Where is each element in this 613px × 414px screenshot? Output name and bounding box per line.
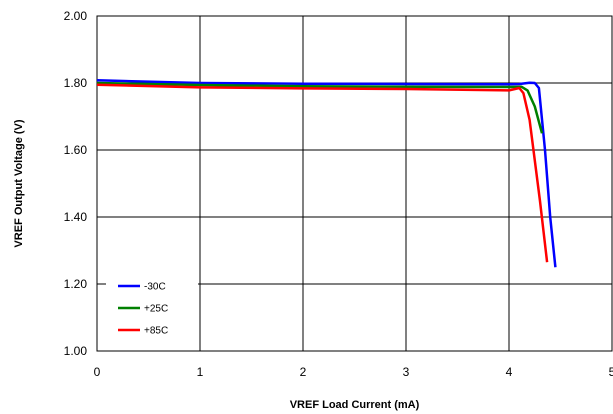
- series-line-2: [96, 81, 544, 134]
- y-tick-label: 2.00: [64, 9, 88, 23]
- x-tick-label: 2: [300, 365, 307, 379]
- y-tick-label: 1.60: [64, 143, 88, 157]
- x-tick-label: 4: [506, 365, 513, 379]
- x-tick-label: 0: [94, 365, 101, 379]
- chart-series: [96, 79, 557, 268]
- series-line-1: [96, 79, 557, 268]
- chart-legend: -30C +25C +85C: [106, 272, 198, 344]
- plot-area: [96, 15, 613, 352]
- legend-label: -30C: [144, 282, 166, 293]
- x-tick-label: 1: [197, 365, 204, 379]
- y-tick-label: 1.80: [64, 76, 88, 90]
- y-tick-label: 1.40: [64, 210, 88, 224]
- x-axis-title: VREF Load Current (mA): [290, 399, 420, 411]
- y-axis-title: VREF Output Voltage (V): [13, 119, 25, 247]
- y-tick-label: 1.00: [64, 344, 88, 358]
- x-tick-label: 3: [403, 365, 410, 379]
- x-tick-label: 5: [609, 365, 613, 379]
- y-tick-label: 1.20: [64, 277, 88, 291]
- series-line-3: [96, 83, 549, 263]
- y-axis-ticks: 1.00 1.20 1.40 1.60 1.80 2.00: [64, 9, 88, 358]
- legend-label: +25C: [144, 304, 168, 315]
- legend-label: +85C: [144, 326, 168, 337]
- x-axis-ticks: 0 1 2 3 4 5: [94, 365, 613, 379]
